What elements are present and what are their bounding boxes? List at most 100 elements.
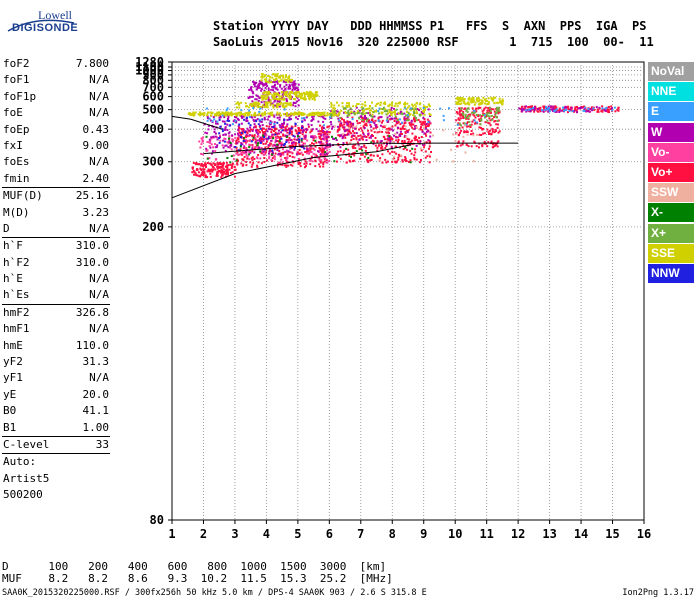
echo-point	[466, 108, 469, 111]
echo-point	[200, 162, 203, 165]
echo-point	[333, 107, 335, 110]
echo-point	[299, 152, 302, 155]
echo-point	[280, 98, 283, 101]
echo-point	[273, 121, 276, 124]
echo-point	[413, 127, 416, 130]
echo-point	[299, 131, 302, 134]
echo-point	[263, 153, 266, 156]
echo-point	[448, 107, 450, 110]
echo-point	[288, 85, 291, 88]
x-tick-label: 16	[637, 527, 651, 541]
param-name: yF2	[3, 355, 23, 369]
echo-point	[459, 117, 462, 120]
echo-point	[301, 130, 304, 133]
echo-point	[461, 96, 464, 99]
echo-point	[286, 102, 289, 105]
echo-point	[372, 127, 375, 130]
echo-point	[301, 144, 304, 147]
echo-point	[269, 76, 272, 79]
echo-point	[408, 138, 411, 141]
echo-point	[263, 127, 265, 130]
echo-point	[583, 110, 586, 112]
echo-point	[349, 141, 352, 144]
echo-point	[267, 112, 270, 115]
echo-point	[294, 88, 297, 91]
echo-point	[277, 102, 280, 105]
echo-point	[463, 108, 466, 110]
echo-point	[367, 156, 370, 159]
echo-point	[595, 106, 598, 109]
echo-point	[491, 99, 494, 102]
echo-point	[358, 148, 361, 151]
echo-point	[282, 74, 285, 77]
echo-point	[240, 115, 243, 118]
echo-point	[281, 104, 284, 107]
echo-point	[389, 140, 392, 143]
logo-digisonde-text: DIGISONDE	[12, 22, 79, 34]
echo-point	[240, 131, 243, 134]
echo-point	[298, 112, 301, 115]
echo-point	[253, 112, 256, 115]
echo-point	[406, 102, 409, 105]
echo-point	[361, 153, 364, 156]
echo-point	[276, 80, 279, 83]
echo-point	[297, 163, 300, 166]
echo-point	[308, 152, 310, 155]
echo-point	[217, 137, 220, 140]
echo-point	[370, 125, 373, 128]
echo-point	[263, 118, 266, 121]
echo-point	[229, 141, 232, 144]
echo-point	[457, 99, 460, 102]
echo-point	[293, 92, 296, 95]
echo-point	[224, 127, 227, 130]
echo-point	[297, 111, 300, 114]
echo-point	[423, 144, 426, 147]
echo-point	[193, 173, 195, 176]
echo-point	[346, 123, 349, 126]
echo-point	[352, 125, 355, 128]
echo-point	[248, 95, 251, 98]
echo-point	[229, 172, 232, 174]
echo-point	[258, 118, 261, 121]
echo-point	[574, 108, 577, 111]
echo-point	[261, 112, 264, 115]
echo-point	[370, 109, 373, 112]
param-row: yF1 N/A	[2, 370, 110, 386]
echo-point	[358, 128, 361, 131]
echo-point	[462, 122, 465, 125]
echo-point	[237, 153, 240, 156]
header-values: SaoLuis 2015 Nov16 320 225000 RSF 1 715 …	[213, 35, 654, 49]
echo-point	[252, 107, 255, 109]
echo-point	[306, 139, 309, 142]
echo-point	[400, 111, 403, 114]
echo-point	[291, 91, 293, 94]
echo-point	[231, 171, 234, 174]
echo-point	[359, 115, 362, 118]
echo-point	[322, 153, 325, 156]
echo-point	[565, 109, 567, 111]
echo-point	[265, 128, 268, 131]
echo-point	[471, 107, 474, 110]
echo-point	[243, 118, 246, 121]
echo-point	[415, 144, 418, 147]
echo-point	[271, 111, 274, 114]
echo-point	[458, 113, 461, 116]
echo-point	[406, 131, 409, 134]
echo-point	[547, 110, 550, 113]
echo-point	[283, 106, 286, 109]
echo-point	[256, 144, 259, 147]
echo-point	[282, 151, 285, 154]
echo-point	[276, 88, 279, 91]
echo-point	[358, 117, 361, 120]
echo-point	[324, 147, 327, 150]
echo-point	[271, 76, 274, 79]
echo-point	[387, 139, 390, 142]
echo-point	[257, 85, 260, 88]
echo-point	[326, 112, 329, 115]
echo-point	[475, 99, 478, 101]
echo-point	[283, 80, 286, 83]
echo-point	[498, 130, 501, 133]
param-name: C-level	[3, 437, 50, 451]
echo-point	[323, 160, 326, 163]
echo-point	[283, 142, 286, 145]
